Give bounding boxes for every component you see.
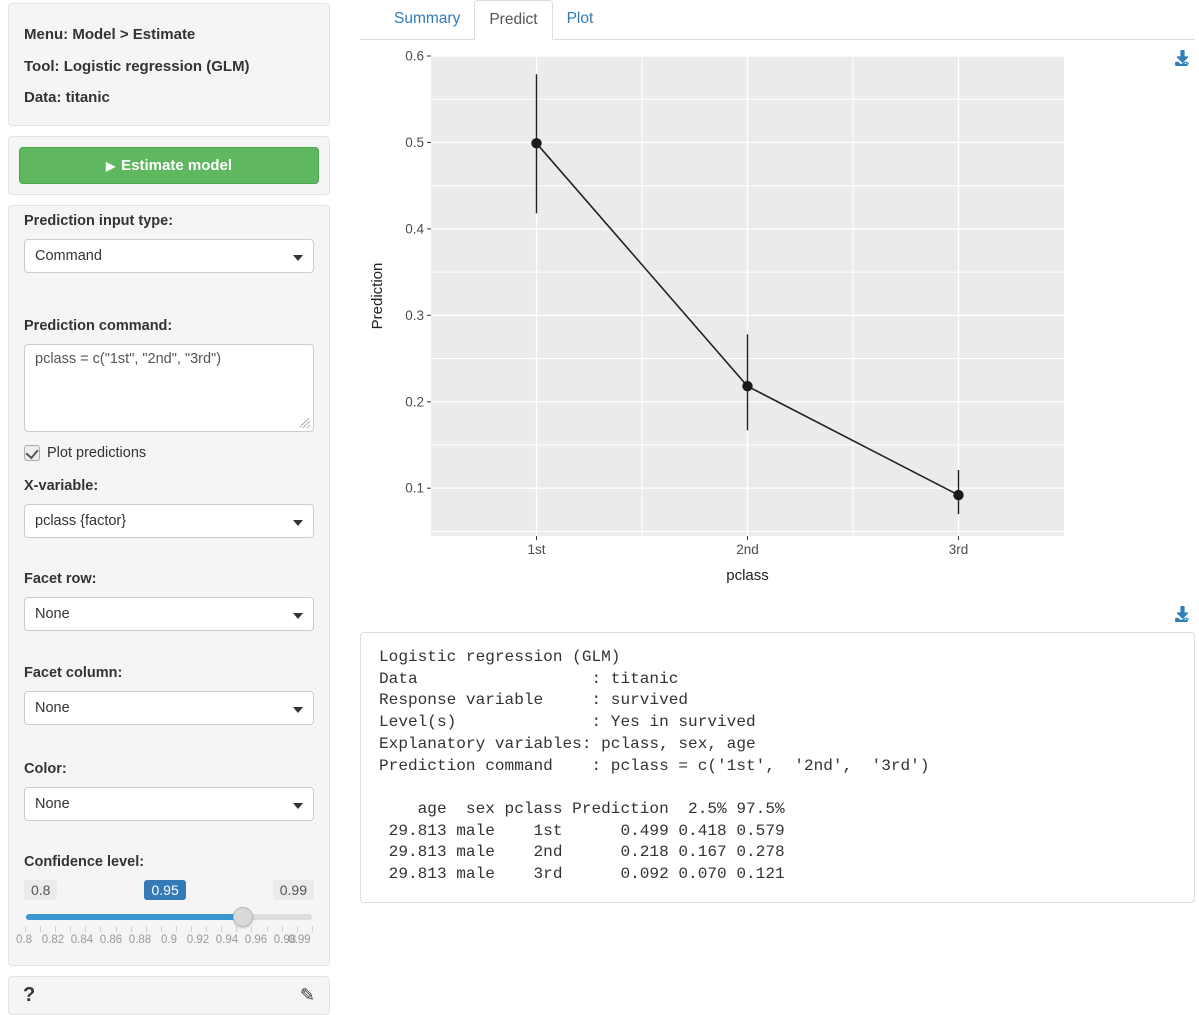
svg-text:3rd: 3rd (949, 542, 969, 557)
svg-text:0.1: 0.1 (405, 481, 424, 496)
svg-text:1st: 1st (527, 542, 545, 557)
svg-text:pclass: pclass (726, 567, 769, 584)
svg-text:0.5: 0.5 (405, 135, 424, 150)
svg-text:0.3: 0.3 (405, 308, 424, 323)
svg-text:Prediction: Prediction (369, 263, 386, 330)
svg-text:0.4: 0.4 (405, 221, 424, 236)
svg-text:0.2: 0.2 (405, 394, 424, 409)
svg-text:0.6: 0.6 (405, 49, 424, 64)
svg-text:2nd: 2nd (736, 542, 759, 557)
